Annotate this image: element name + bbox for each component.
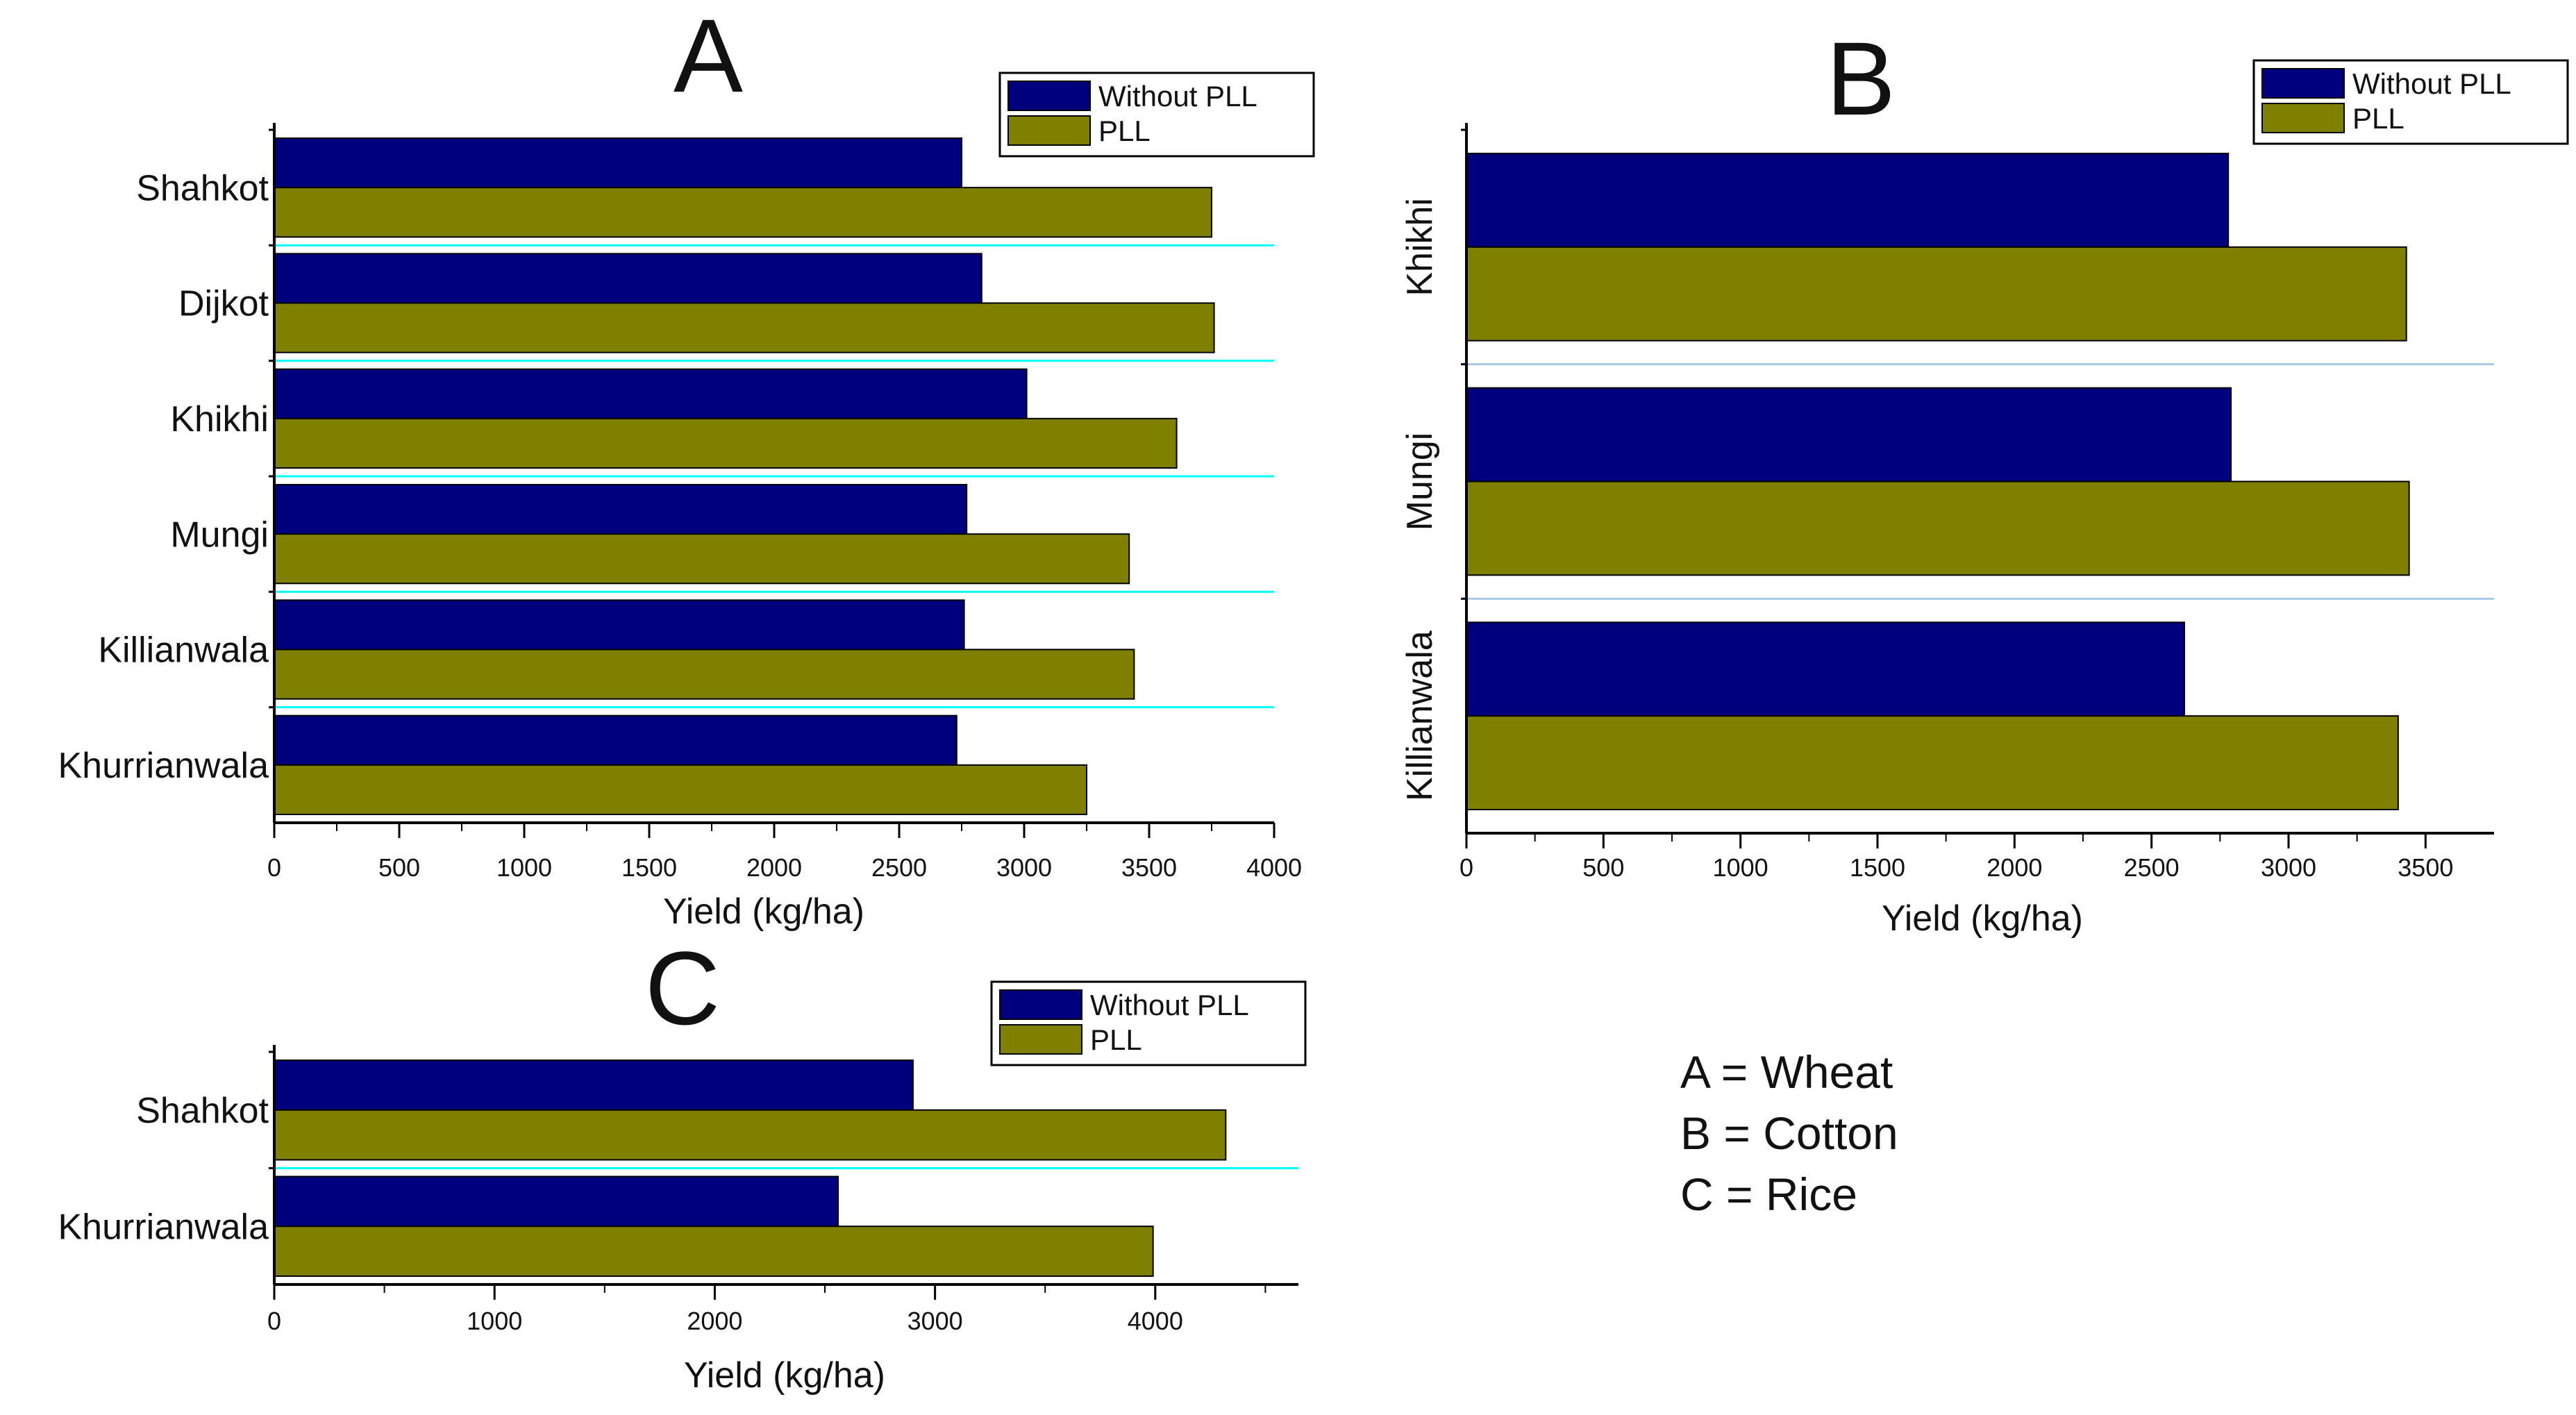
bar-without-pll-shahkot: [274, 1060, 914, 1111]
category-label: Mungi: [1400, 433, 1440, 531]
x-tick-label: 2000: [1987, 853, 2042, 882]
bar-without-pll-khikhi: [274, 368, 1028, 419]
chart-panel-c: C Shahkot Khurrianwala 0 1000 2000 3000 4000 Yie…: [58, 930, 1307, 1396]
legend-swatch-without-pll: [2261, 68, 2345, 99]
legend-swatch-pll: [1007, 115, 1091, 146]
x-tick-label: 3000: [908, 1307, 963, 1335]
x-axis-label: Yield (kg/ha): [663, 891, 864, 932]
x-tick-label: 0: [267, 853, 281, 882]
bar-without-pll-khurrianwala: [274, 714, 957, 766]
panel-title: B: [1826, 20, 1896, 137]
x-tick-label: 1000: [467, 1307, 522, 1335]
bar-without-pll-killianwala: [274, 599, 965, 651]
legend-swatch-pll: [2261, 103, 2345, 133]
x-tick-label: 4000: [1246, 853, 1302, 882]
bar-without-pll-shahkot: [274, 137, 962, 189]
key-wheat: A = Wheat: [1680, 1046, 1893, 1098]
bar-pll-khurrianwala: [274, 1225, 1154, 1277]
bar-without-pll-mungi: [274, 484, 968, 535]
bar-without-pll-mungi: [1466, 387, 2232, 483]
legend-label-without-pll: Without PLL: [2352, 67, 2511, 100]
legend-label-pll: PLL: [1098, 115, 1151, 147]
x-tick-label: 3000: [2261, 853, 2316, 882]
x-tick-label: 2500: [2124, 853, 2180, 882]
x-tick-label: 0: [1460, 853, 1473, 882]
bar-pll-khikhi: [274, 417, 1178, 469]
x-tick-label: 500: [1582, 853, 1624, 882]
legend-swatch-without-pll: [999, 989, 1082, 1020]
category-label: Khurrianwala: [58, 1207, 269, 1247]
x-tick-label: 2000: [746, 853, 802, 882]
category-label: Shahkot: [136, 1091, 269, 1131]
x-tick-label: 1500: [1850, 853, 1905, 882]
x-tick-label: 3500: [1121, 853, 1177, 882]
legend-swatch-without-pll: [1007, 81, 1091, 111]
crop-key: A = Wheat B = Cotton C = Rice: [1680, 1041, 1898, 1225]
bar-pll-khikhi: [1466, 246, 2407, 342]
x-tick-label: 3500: [2398, 853, 2453, 882]
category-label: Khurrianwala: [58, 746, 269, 786]
x-tick-label: 2500: [871, 853, 927, 882]
category-label: Khikhi: [170, 399, 269, 439]
x-axis-label: Yield (kg/ha): [1882, 898, 2083, 939]
bar-without-pll-khikhi: [1466, 153, 2230, 248]
chart-panel-a: A Shahkot Dijkot Khikhi Mungi Killianwala Khur…: [58, 0, 1315, 932]
bar-without-pll-khurrianwala: [274, 1175, 839, 1228]
bar-pll-killianwala: [274, 648, 1135, 700]
bar-pll-khurrianwala: [274, 764, 1087, 816]
legend-swatch-pll: [999, 1024, 1082, 1055]
legend-label-without-pll: Without PLL: [1090, 989, 1249, 1021]
category-label: Mungi: [170, 514, 269, 555]
panel-title: A: [674, 0, 743, 114]
x-tick-label: 3000: [996, 853, 1052, 882]
bar-pll-shahkot: [274, 1109, 1227, 1161]
x-tick-label: 2000: [687, 1307, 742, 1335]
category-label: Dijkot: [178, 284, 269, 324]
x-axis-label: Yield (kg/ha): [684, 1355, 885, 1396]
legend-label-pll: PLL: [2352, 102, 2404, 135]
bar-pll-mungi: [274, 533, 1130, 585]
bar-without-pll-killianwala: [1466, 621, 2186, 717]
chart-panel-b: B Khikhi Mungi Killianwala 0 500 1000 1500 2000 2…: [1400, 20, 2569, 939]
key-rice: C = Rice: [1680, 1169, 1857, 1220]
category-label: Khikhi: [1400, 198, 1440, 296]
legend-label-pll: PLL: [1090, 1023, 1142, 1056]
bar-pll-killianwala: [1466, 715, 2399, 810]
category-label: Shahkot: [136, 168, 269, 208]
panel-title: C: [645, 930, 720, 1046]
x-tick-label: 1000: [496, 853, 552, 882]
category-label: Killianwala: [1400, 630, 1440, 801]
bar-without-pll-dijkot: [274, 253, 982, 304]
legend-label-without-pll: Without PLL: [1098, 80, 1257, 112]
category-label: Killianwala: [98, 630, 269, 671]
x-tick-label: 1500: [621, 853, 677, 882]
x-tick-label: 0: [267, 1307, 281, 1335]
bar-pll-dijkot: [274, 302, 1215, 353]
x-tick-label: 500: [378, 853, 420, 882]
x-tick-label: 4000: [1128, 1307, 1183, 1335]
bar-pll-shahkot: [274, 187, 1212, 238]
bar-pll-mungi: [1466, 480, 2410, 576]
key-cotton: B = Cotton: [1680, 1107, 1898, 1159]
x-tick-label: 1000: [1713, 853, 1768, 882]
